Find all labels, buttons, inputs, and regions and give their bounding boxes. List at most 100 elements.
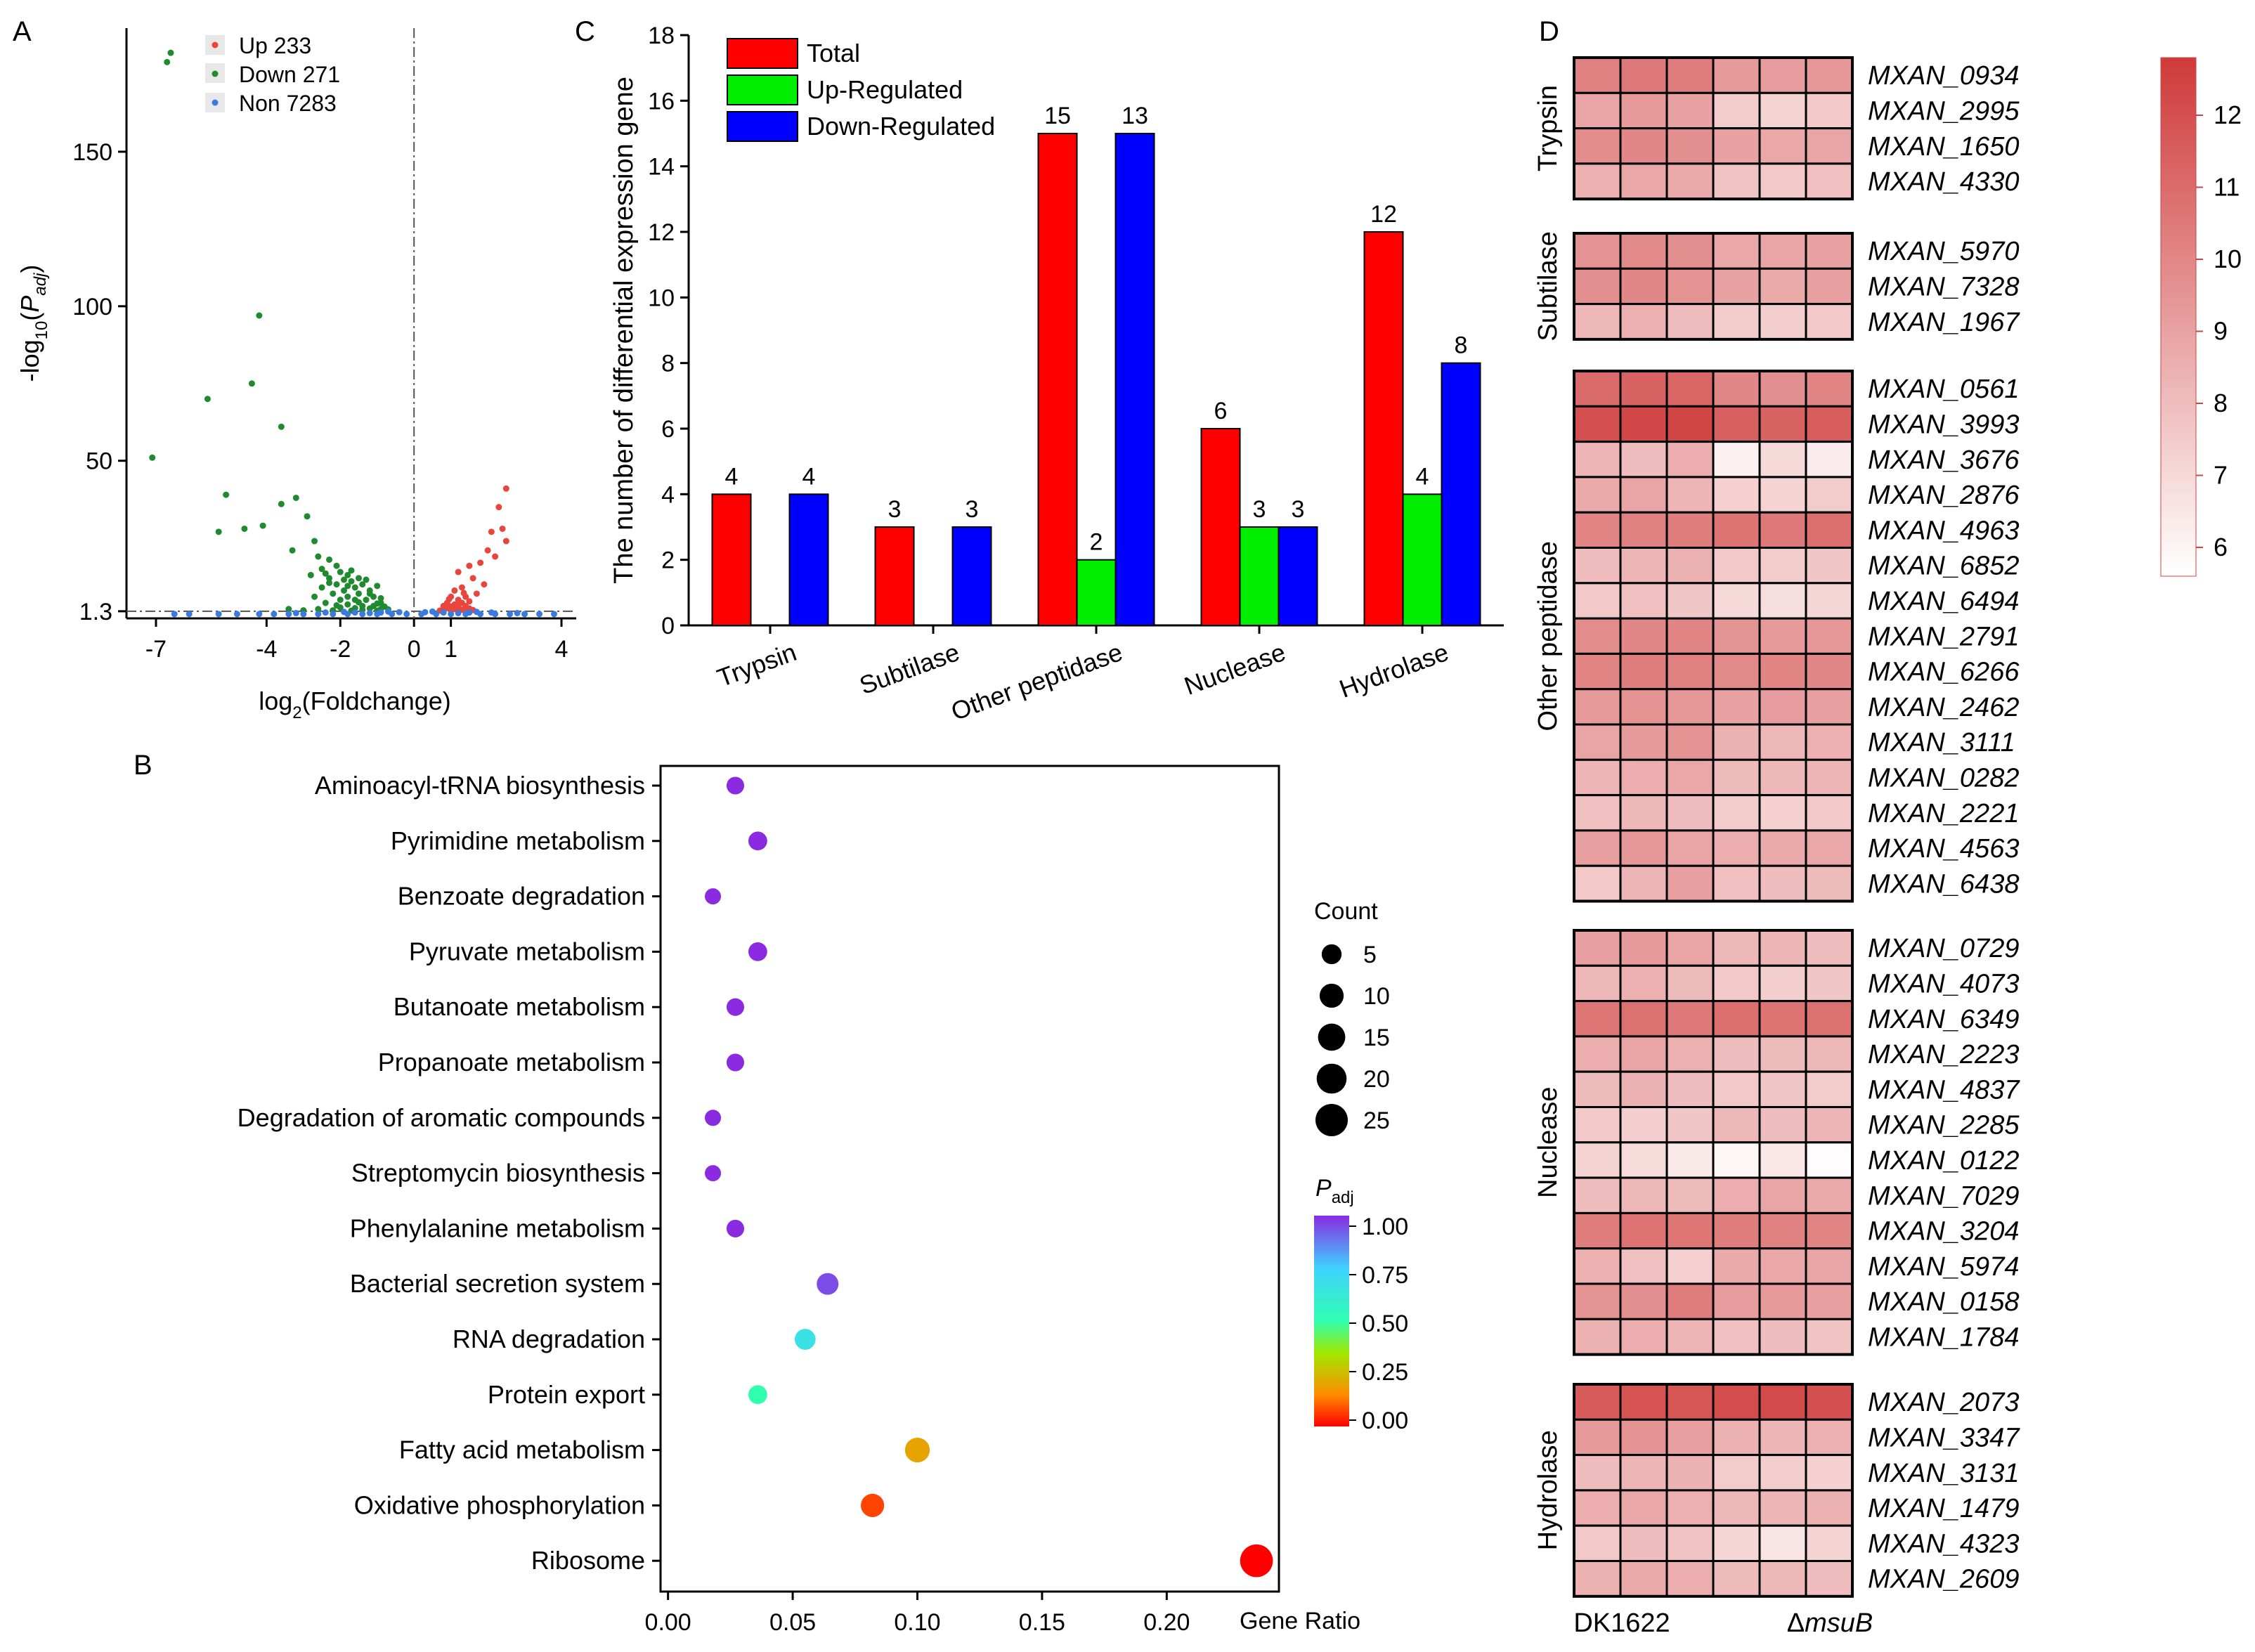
volcano-point-non <box>186 611 193 618</box>
heatmap-cell <box>1619 1282 1668 1320</box>
bar-up-regulated <box>1239 526 1280 626</box>
bar-y-tick-label: 16 <box>648 88 675 115</box>
volcano-point-up <box>488 528 495 535</box>
heatmap-cell <box>1573 1247 1622 1285</box>
heatmap-cell <box>1712 688 1761 726</box>
size-legend-dot <box>1318 1023 1346 1051</box>
heatmap-cell <box>1619 929 1668 967</box>
volcano-point-down <box>307 571 314 578</box>
heatmap-gene-label: MXAN_2221 <box>1868 799 2019 828</box>
heatmap-cell <box>1619 1247 1668 1285</box>
heatmap-gene-label: MXAN_3347 <box>1868 1423 2020 1452</box>
volcano-point-up <box>460 590 467 597</box>
heatmap-cell <box>1665 723 1715 761</box>
heatmap-cell <box>1665 1176 1715 1214</box>
heatmap-cell <box>1758 1524 1807 1562</box>
heatmap-cell <box>1619 1035 1668 1073</box>
heatmap-cell <box>1712 829 1761 867</box>
heatmap-group-frame <box>1573 232 1854 341</box>
dotplot-category-label: Degradation of aromatic compounds <box>238 1103 645 1132</box>
heatmap-cell <box>1758 688 1807 726</box>
heatmap-gene-label: MXAN_0934 <box>1868 61 2019 91</box>
dotplot-x-tick-label: 0.00 <box>645 1609 691 1636</box>
heatmap-cell <box>1573 1035 1622 1073</box>
heatmap-cell <box>1712 1383 1761 1421</box>
heatmap-cell <box>1573 652 1622 691</box>
heatmap-gene-label: MXAN_4323 <box>1868 1529 2019 1559</box>
bar-legend-label: Up-Regulated <box>807 75 963 104</box>
volcano-point-up <box>495 504 502 511</box>
volcano-legend: Up 233 Down 271 Non 7283 <box>205 33 340 116</box>
heatmap-gene-label: MXAN_0158 <box>1868 1287 2019 1317</box>
volcano-point-non <box>551 611 558 618</box>
heatmap-cell <box>1712 1282 1761 1320</box>
heatmap-gene-label: MXAN_3204 <box>1868 1217 2019 1247</box>
heatmap-cell <box>1758 127 1807 165</box>
bar-total <box>1200 428 1241 626</box>
heatmap-cell <box>1758 1282 1807 1320</box>
heatmap-cell <box>1619 1211 1668 1250</box>
heatmap-cell <box>1805 91 1854 130</box>
heatmap-gene-label: MXAN_0122 <box>1868 1146 2019 1176</box>
heatmap-cell <box>1619 1070 1668 1108</box>
heatmap-cell <box>1665 441 1715 479</box>
heatmap-cell <box>1712 1176 1761 1214</box>
heatmap-cell <box>1573 267 1622 306</box>
dotplot-category-label: Protein export <box>488 1380 645 1409</box>
heatmap-cell <box>1619 303 1668 341</box>
heatmap-group-label: Nuclease <box>1533 1087 1563 1198</box>
volcano-point-down <box>322 599 329 606</box>
volcano-point-down <box>341 576 348 583</box>
size-legend-dot <box>1316 1063 1347 1094</box>
dotplot-point <box>748 942 767 961</box>
volcano-point-non <box>384 608 391 615</box>
volcano-point-down <box>278 500 285 507</box>
heatmap-cell <box>1619 1318 1668 1356</box>
heatmap-colorbar-label: 9 <box>2214 317 2228 346</box>
volcano-point-down <box>292 494 299 501</box>
heatmap-gene-label: MXAN_2073 <box>1868 1388 2019 1417</box>
panel-label-b: B <box>134 750 152 781</box>
heatmap-cell <box>1573 547 1622 585</box>
dotplot-point <box>748 1385 767 1405</box>
bar-total <box>874 526 915 626</box>
heatmap-cell <box>1665 1560 1715 1598</box>
volcano-point-non <box>507 611 514 618</box>
heatmap-colorbar-label: 10 <box>2214 245 2242 273</box>
heatmap-cell <box>1619 1106 1668 1144</box>
heatmap-cell <box>1805 303 1854 341</box>
heatmap-colorbar-label: 11 <box>2214 173 2240 202</box>
volcano-point-down <box>318 566 325 573</box>
dotplot-point <box>861 1493 885 1517</box>
heatmap-cell <box>1619 723 1668 761</box>
bar-value-label: 4 <box>802 463 816 490</box>
volcano-point-non <box>171 611 178 618</box>
dotplot-point <box>726 1219 744 1237</box>
size-legend-label: 25 <box>1363 1107 1390 1134</box>
heatmap-gene-label: MXAN_5970 <box>1868 237 2019 266</box>
heatmap-cell <box>1805 162 1854 200</box>
heatmap-cell <box>1805 1106 1854 1144</box>
heatmap-cell <box>1805 929 1854 967</box>
heatmap-cell <box>1712 232 1761 270</box>
heatmap-gene-label: MXAN_7328 <box>1868 272 2019 301</box>
bar-down-regulated <box>1278 526 1318 626</box>
heatmap-cell <box>1665 1524 1715 1562</box>
dotplot-category-label: Fatty acid metabolism <box>399 1436 645 1464</box>
heatmap-cell <box>1619 267 1668 306</box>
heatmap-cell <box>1665 547 1715 585</box>
heatmap-gene-label: MXAN_3131 <box>1868 1459 2019 1488</box>
heatmap-cell <box>1758 405 1807 443</box>
heatmap-cell <box>1758 1035 1807 1073</box>
heatmap-cell <box>1573 91 1622 130</box>
heatmap-cell <box>1758 723 1807 761</box>
volcano-point-non <box>448 611 455 618</box>
heatmap-cell <box>1712 1489 1761 1527</box>
volcano-point-up <box>502 485 509 492</box>
heatmap-cell <box>1758 511 1807 549</box>
heatmap-cell <box>1665 267 1715 306</box>
dotplot-category-label: Aminoacyl-tRNA biosynthesis <box>315 771 645 800</box>
dotplot-point <box>794 1329 816 1350</box>
dotplot-point <box>704 1110 722 1126</box>
